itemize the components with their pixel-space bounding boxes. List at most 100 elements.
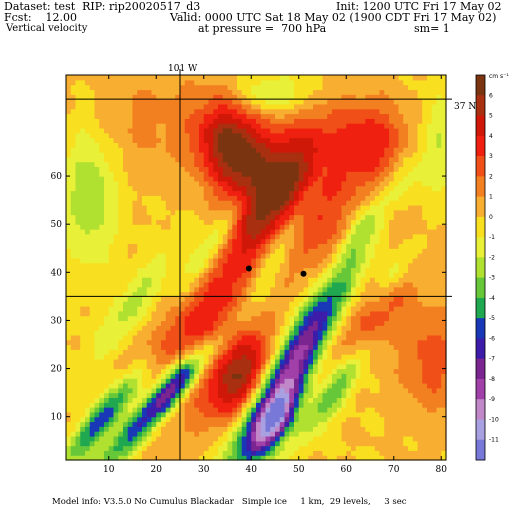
heatmap-cell bbox=[279, 108, 286, 115]
heatmap-cell bbox=[265, 363, 271, 370]
heatmap-cell bbox=[336, 103, 343, 110]
heatmap-cell bbox=[322, 233, 328, 240]
heatmap-cell bbox=[104, 219, 110, 225]
heatmap-cell bbox=[332, 229, 338, 235]
heatmap-cell bbox=[180, 219, 186, 225]
heatmap-cell bbox=[161, 248, 167, 254]
heatmap-cell bbox=[279, 214, 286, 220]
heatmap-cell bbox=[265, 262, 271, 269]
heatmap-cell bbox=[151, 75, 157, 81]
heatmap-cell bbox=[298, 286, 305, 293]
heatmap-cell bbox=[142, 180, 148, 187]
heatmap-cell bbox=[85, 286, 91, 293]
heatmap-cell bbox=[199, 75, 205, 81]
heatmap-cell bbox=[246, 127, 252, 134]
heatmap-cell bbox=[275, 435, 281, 442]
heatmap-cell bbox=[308, 426, 314, 432]
heatmap-cell bbox=[104, 224, 110, 230]
heatmap-cell bbox=[165, 123, 172, 129]
heatmap-cell bbox=[336, 75, 343, 81]
heatmap-cell bbox=[113, 378, 119, 384]
heatmap-cell bbox=[137, 267, 143, 273]
heatmap-cell bbox=[99, 435, 105, 442]
heatmap-cell bbox=[113, 123, 119, 129]
heatmap-cell bbox=[341, 411, 347, 418]
heatmap-cell bbox=[232, 354, 238, 360]
heatmap-cell bbox=[170, 224, 176, 230]
heatmap-cell bbox=[161, 118, 167, 124]
heatmap-cell bbox=[203, 89, 210, 95]
heatmap-cell bbox=[313, 176, 319, 182]
heatmap-cell bbox=[351, 387, 357, 394]
heatmap-cell bbox=[108, 103, 115, 110]
heatmap-cell bbox=[346, 354, 352, 360]
heatmap-cell bbox=[332, 368, 338, 374]
heatmap-cell bbox=[189, 248, 195, 254]
heatmap-cell bbox=[327, 325, 333, 331]
heatmap-cell bbox=[332, 137, 338, 143]
heatmap-cell bbox=[298, 416, 305, 423]
heatmap-cell bbox=[265, 392, 271, 399]
heatmap-cell bbox=[227, 219, 233, 225]
heatmap-cell bbox=[332, 89, 338, 95]
heatmap-cell bbox=[123, 363, 129, 370]
heatmap-cell bbox=[213, 185, 219, 192]
heatmap-cell bbox=[351, 253, 357, 259]
heatmap-cell bbox=[275, 209, 281, 216]
heatmap-cell bbox=[146, 402, 153, 408]
heatmap-cell bbox=[332, 344, 338, 350]
heatmap-cell bbox=[189, 238, 195, 245]
heatmap-cell bbox=[241, 407, 248, 413]
heatmap-cell bbox=[275, 204, 281, 211]
heatmap-cell bbox=[294, 455, 300, 461]
heatmap-cell bbox=[327, 219, 333, 225]
heatmap-cell bbox=[218, 431, 224, 437]
heatmap-cell bbox=[137, 426, 143, 432]
heatmap-cell bbox=[213, 123, 219, 129]
heatmap-cell bbox=[227, 142, 233, 148]
heatmap-cell bbox=[156, 358, 162, 365]
heatmap-cell bbox=[346, 127, 352, 134]
heatmap-cell bbox=[203, 132, 210, 139]
heatmap-cell bbox=[284, 267, 290, 273]
heatmap-cell bbox=[322, 310, 328, 317]
heatmap-cell bbox=[175, 171, 181, 177]
heatmap-cell bbox=[289, 219, 295, 225]
heatmap-cell bbox=[75, 455, 81, 461]
heatmap-cell bbox=[270, 238, 276, 245]
heatmap-cell bbox=[189, 176, 195, 182]
heatmap-cell bbox=[80, 108, 86, 115]
heatmap-cell bbox=[270, 257, 276, 264]
heatmap-cell bbox=[355, 224, 362, 230]
heatmap-cell bbox=[270, 291, 276, 297]
heatmap-cell bbox=[346, 118, 352, 124]
heatmap-cell bbox=[346, 108, 352, 115]
heatmap-cell bbox=[203, 180, 210, 187]
heatmap-cell bbox=[222, 103, 229, 110]
heatmap-cell bbox=[85, 156, 91, 163]
heatmap-cell bbox=[251, 248, 257, 254]
heatmap-cell bbox=[322, 344, 328, 350]
heatmap-cell bbox=[275, 257, 281, 264]
heatmap-cell bbox=[213, 113, 219, 119]
heatmap-cell bbox=[360, 334, 366, 341]
heatmap-cell bbox=[99, 118, 105, 124]
heatmap-cell bbox=[213, 301, 219, 307]
heatmap-cell bbox=[279, 363, 286, 370]
heatmap-cell bbox=[218, 94, 224, 100]
heatmap-cell bbox=[142, 219, 148, 225]
heatmap-cell bbox=[246, 325, 252, 331]
heatmap-cell bbox=[127, 301, 134, 307]
heatmap-cell bbox=[104, 238, 110, 245]
heatmap-cell bbox=[279, 392, 286, 399]
heatmap-cell bbox=[170, 243, 176, 249]
heatmap-cell bbox=[113, 416, 119, 423]
heatmap-cell bbox=[279, 435, 286, 442]
heatmap-cell bbox=[341, 301, 347, 307]
heatmap-cell bbox=[260, 132, 267, 139]
heatmap-cell bbox=[341, 209, 347, 216]
heatmap-cell bbox=[246, 281, 252, 288]
heatmap-cell bbox=[85, 435, 91, 442]
heatmap-cell bbox=[351, 79, 357, 86]
heatmap-cell bbox=[66, 152, 72, 158]
